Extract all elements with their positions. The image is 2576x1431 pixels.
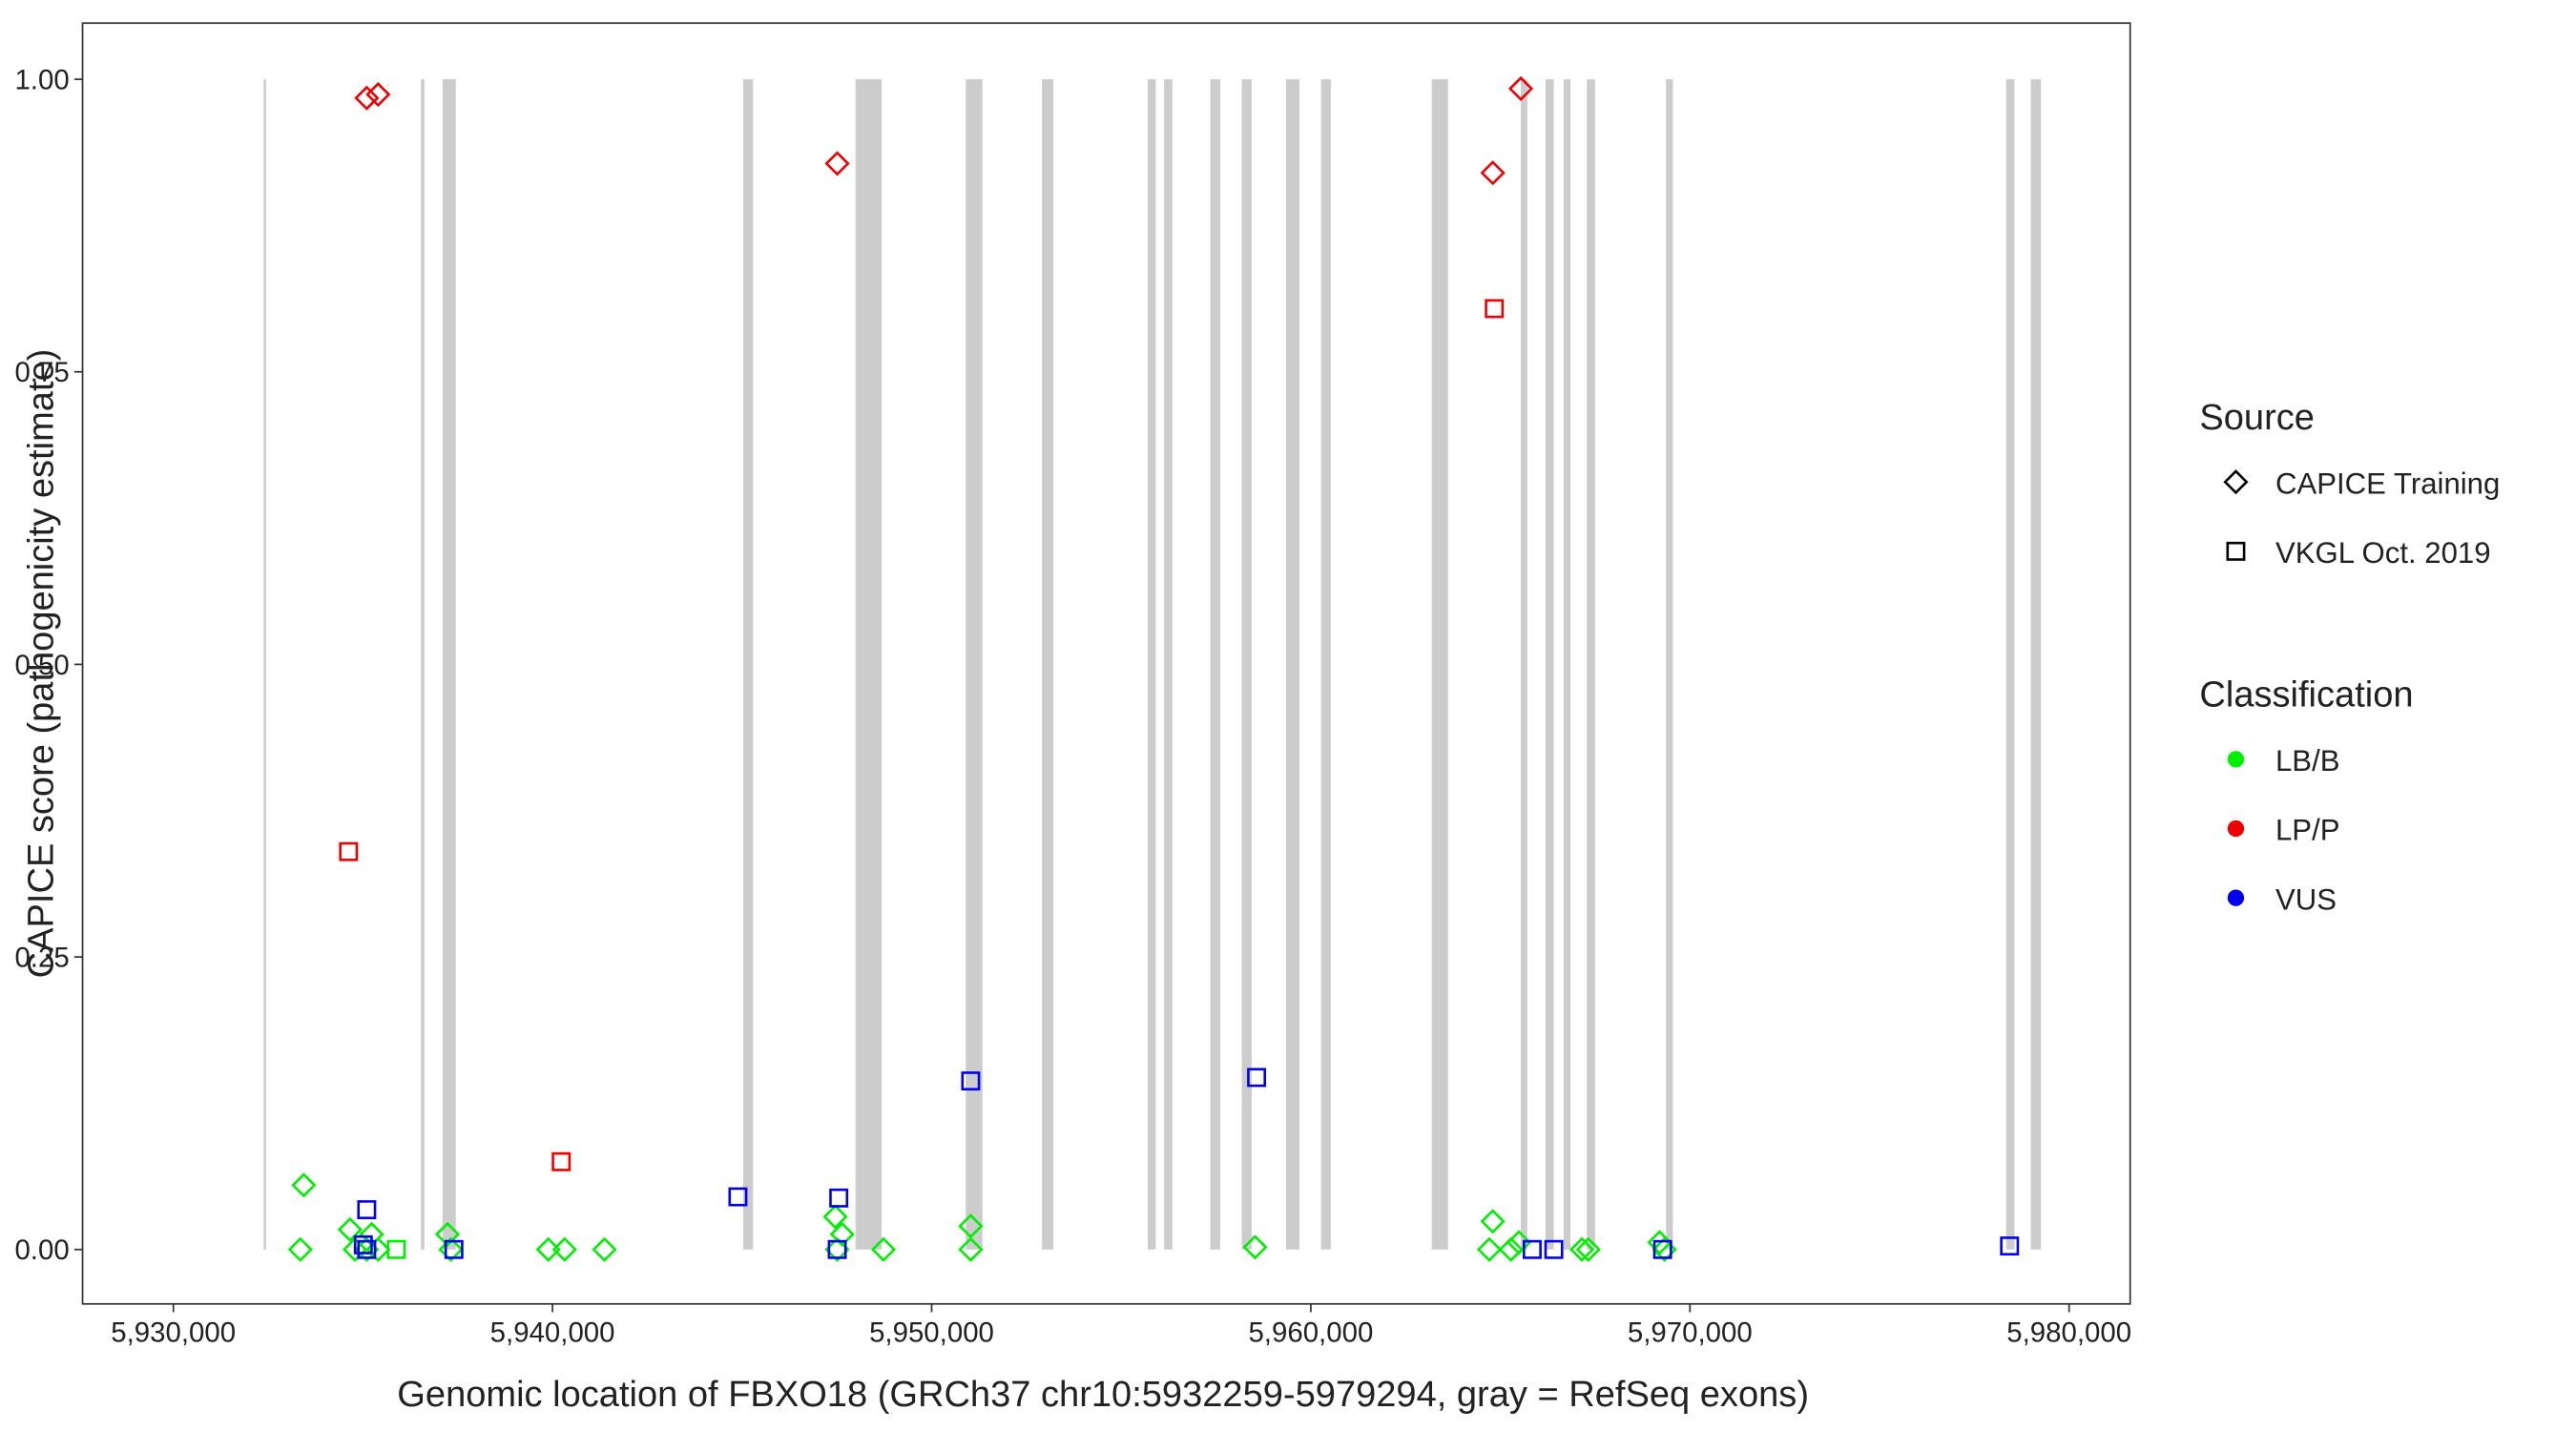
legend-symbol bbox=[2223, 469, 2249, 495]
point bbox=[551, 1236, 577, 1262]
point bbox=[1247, 1068, 1267, 1088]
point bbox=[386, 1239, 406, 1259]
legend-symbol bbox=[2227, 751, 2245, 768]
legend-symbol bbox=[2227, 819, 2245, 838]
point bbox=[353, 1234, 373, 1255]
exon bbox=[1164, 79, 1173, 1250]
exon bbox=[1587, 79, 1595, 1250]
point bbox=[354, 85, 380, 111]
point bbox=[1480, 160, 1506, 186]
point bbox=[728, 1187, 748, 1207]
point bbox=[1575, 1236, 1601, 1262]
x-tick-label: 5,930,000 bbox=[111, 1317, 236, 1349]
exon bbox=[1666, 79, 1673, 1250]
legend-symbol bbox=[2226, 541, 2246, 561]
point bbox=[827, 1239, 847, 1259]
point bbox=[1507, 75, 1534, 101]
point bbox=[592, 1236, 617, 1262]
point bbox=[438, 1236, 464, 1262]
exon bbox=[1431, 79, 1448, 1250]
exon bbox=[1521, 79, 1527, 1250]
exon bbox=[1320, 79, 1331, 1250]
y-tick-label: 1.00 bbox=[14, 64, 69, 95]
point bbox=[1544, 1239, 1564, 1259]
panel-border bbox=[81, 22, 2131, 1305]
exon bbox=[1241, 79, 1252, 1250]
exon bbox=[855, 79, 883, 1250]
legend-label: VKGL Oct. 2019 bbox=[2275, 536, 2491, 570]
point bbox=[365, 81, 391, 108]
point bbox=[291, 1172, 317, 1198]
y-tick-label: 0.00 bbox=[14, 1234, 69, 1266]
y-tick-label: 0.25 bbox=[14, 942, 69, 973]
point bbox=[1652, 1239, 1672, 1259]
point bbox=[870, 1236, 897, 1262]
point bbox=[1568, 1236, 1595, 1262]
x-tick-label: 5,960,000 bbox=[1248, 1317, 1373, 1349]
point bbox=[1242, 1234, 1268, 1260]
point bbox=[357, 1200, 377, 1219]
exon bbox=[421, 79, 425, 1250]
x-tick-label: 5,950,000 bbox=[869, 1317, 994, 1349]
exon bbox=[1545, 79, 1554, 1250]
point bbox=[829, 1188, 849, 1208]
point bbox=[444, 1239, 464, 1259]
exon bbox=[1210, 79, 1220, 1250]
x-tick-label: 5,980,000 bbox=[2006, 1317, 2131, 1349]
point bbox=[342, 1236, 368, 1262]
point bbox=[961, 1071, 981, 1091]
point bbox=[1647, 1230, 1672, 1255]
legend-title: Classification bbox=[2199, 674, 2413, 715]
x-tick-label: 5,970,000 bbox=[1628, 1317, 1753, 1349]
point bbox=[1506, 1230, 1532, 1255]
point bbox=[1485, 299, 1505, 319]
legend-symbol bbox=[2227, 889, 2245, 906]
point bbox=[434, 1221, 461, 1247]
point bbox=[339, 841, 359, 861]
exon bbox=[742, 79, 754, 1250]
legend-label: LP/P bbox=[2275, 814, 2339, 847]
exon bbox=[1148, 79, 1156, 1250]
legend-label: CAPICE Training bbox=[2275, 467, 2500, 500]
exon bbox=[2005, 79, 2015, 1250]
y-tick-label: 0.50 bbox=[14, 650, 69, 681]
point bbox=[535, 1236, 561, 1262]
point bbox=[1476, 1236, 1503, 1262]
point bbox=[824, 151, 850, 176]
exon bbox=[1563, 79, 1571, 1250]
exon bbox=[442, 79, 456, 1250]
exon bbox=[263, 79, 266, 1250]
exon bbox=[1042, 79, 1054, 1250]
point bbox=[1523, 1239, 1542, 1259]
point bbox=[958, 1236, 984, 1262]
exon bbox=[1286, 79, 1299, 1250]
point bbox=[287, 1236, 313, 1262]
point bbox=[337, 1216, 363, 1242]
y-axis-title: CAPICE score (pathogenicity estimate) bbox=[21, 349, 61, 979]
point bbox=[1480, 1209, 1506, 1234]
point bbox=[551, 1151, 571, 1172]
exon bbox=[966, 79, 983, 1250]
legend-title: Source bbox=[2199, 398, 2315, 438]
legend-label: LB/B bbox=[2275, 744, 2339, 778]
exon bbox=[2030, 79, 2042, 1250]
point bbox=[829, 1221, 855, 1247]
point bbox=[1498, 1236, 1524, 1262]
point bbox=[958, 1213, 984, 1239]
legend-label: VUS bbox=[2275, 882, 2337, 916]
x-axis-title: Genomic location of FBXO18 (GRCh37 chr10… bbox=[397, 1375, 1809, 1415]
point bbox=[2000, 1236, 2020, 1256]
y-tick-label: 0.75 bbox=[14, 357, 69, 388]
x-tick-label: 5,940,000 bbox=[490, 1317, 615, 1349]
point bbox=[822, 1204, 848, 1230]
point bbox=[357, 1239, 377, 1259]
